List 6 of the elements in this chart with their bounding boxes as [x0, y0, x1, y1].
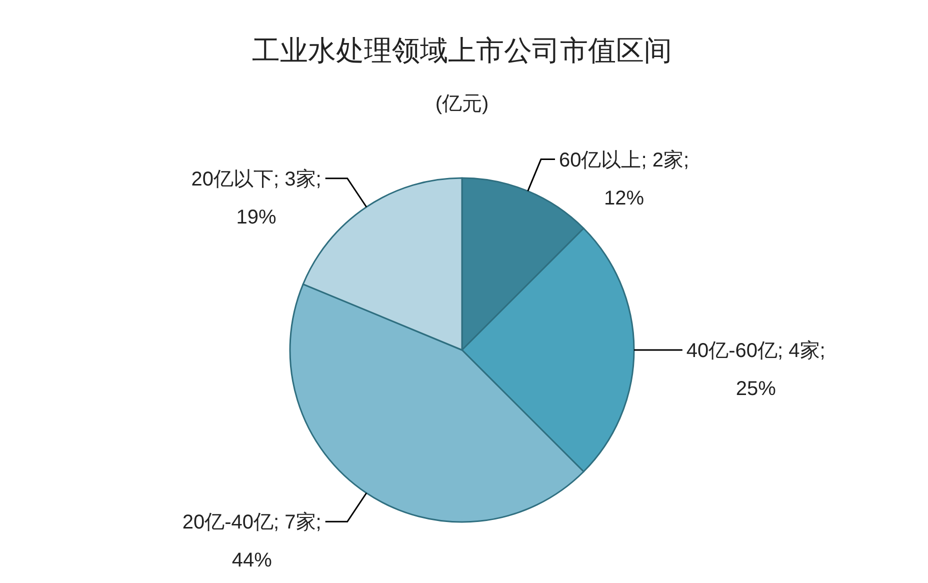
slice-label: 40亿-60亿; 4家; 25% [686, 340, 826, 400]
slice-label: 20亿-40亿; 7家; 44% [182, 512, 322, 572]
slice-label: 60亿以上; 2家; 12% [558, 149, 690, 210]
slice-label: 20亿以下; 3家; 19% [191, 168, 322, 228]
chart-subtitle: (亿元) [435, 93, 489, 115]
chart-title: 工业水处理领域上市公司市值区间 [252, 35, 672, 66]
